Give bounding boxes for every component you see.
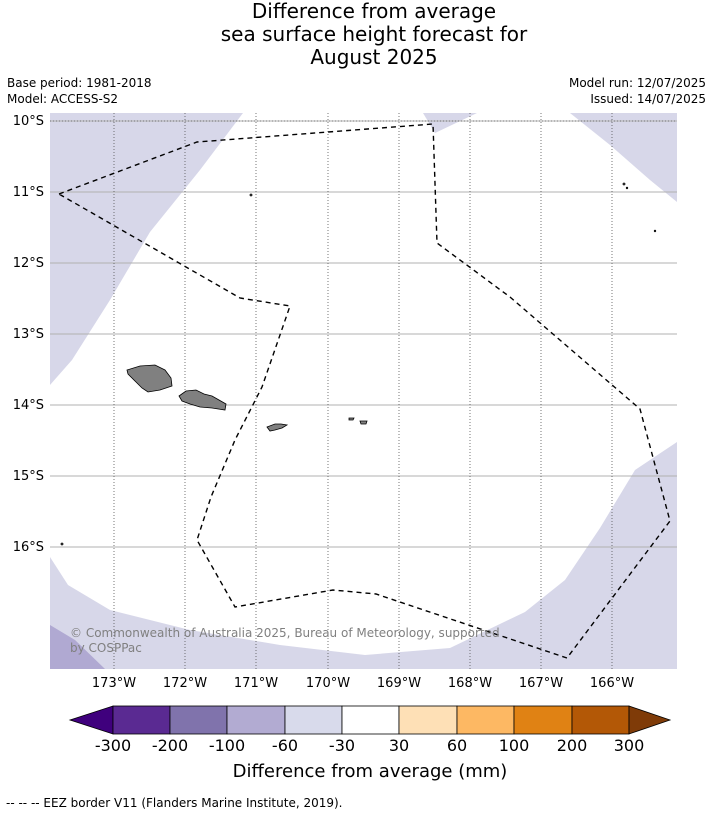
- colorbar-segment: [169, 705, 228, 735]
- colorbar-tick: -300: [95, 736, 131, 755]
- islet-tokelau-3: [653, 229, 657, 233]
- lon-label: 173°W: [92, 676, 136, 691]
- colorbar-tick: 200: [557, 736, 588, 755]
- chart-title: Difference from average sea surface heig…: [0, 0, 713, 69]
- island-tutuila: [266, 423, 289, 432]
- model-run: Model run: 12/07/2025: [568, 76, 706, 90]
- lat-label: 11°S: [13, 185, 44, 200]
- lat-label: 16°S: [13, 540, 44, 555]
- island-savaii: [126, 364, 173, 393]
- lon-label: 172°W: [163, 676, 207, 691]
- issued-date: Issued: 14/07/2025: [590, 92, 706, 106]
- anomaly-region-southwest-strong: [50, 625, 105, 669]
- colorbar-tick: 100: [499, 736, 530, 755]
- lat-axis-labels: 10°S 11°S 12°S 13°S 14°S 15°S 16°S: [13, 114, 44, 555]
- colorbar-segment: [513, 705, 573, 735]
- colorbar-tick: 300: [614, 736, 645, 755]
- copyright-notice: © Commonwealth of Australia 2025, Bureau…: [70, 626, 500, 655]
- lat-label: 15°S: [13, 469, 44, 484]
- lat-label: 13°S: [13, 327, 44, 342]
- land-masses: [60, 182, 657, 546]
- colorbar-segment: [456, 705, 515, 735]
- eez-footnote: -- -- -- EEZ border V11 (Flanders Marine…: [6, 796, 343, 810]
- colorbar-segment: [341, 705, 400, 735]
- islet-tokelau-1: [622, 182, 626, 186]
- meta-left: Base period: 1981-2018 Model: ACCESS-S2: [7, 75, 152, 107]
- colorbar-segment: [571, 705, 630, 735]
- island-ofu: [348, 417, 355, 421]
- title-line-1: Difference from average: [251, 0, 497, 23]
- colorbar-ticks: -300 -200 -100 -60 -30 30 60 100 200 300: [95, 736, 644, 755]
- title-line-2: sea surface height forecast for: [220, 22, 528, 46]
- lon-axis-labels: 173°W 172°W 171°W 170°W 169°W 168°W 167°…: [92, 676, 634, 691]
- colorbar-tick: 60: [447, 736, 467, 755]
- islet-north: [249, 193, 253, 197]
- map: 10°S 11°S 12°S 13°S 14°S 15°S 16°S 173°W…: [13, 113, 677, 691]
- islet-southwest: [60, 542, 64, 546]
- model-name: Model: ACCESS-S2: [7, 92, 119, 106]
- meta-right: Model run: 12/07/2025 Issued: 14/07/2025: [569, 75, 706, 107]
- islet-tokelau-2: [625, 186, 629, 190]
- anomaly-region-northeast: [570, 113, 677, 202]
- island-tau: [359, 420, 368, 425]
- colorbar-label: Difference from average (mm): [232, 761, 508, 782]
- colorbar-extend-low: [68, 705, 114, 735]
- colorbar-tick: -100: [209, 736, 245, 755]
- lon-label: 167°W: [519, 676, 563, 691]
- colorbar-segment: [226, 705, 286, 735]
- title-line-3: August 2025: [310, 45, 438, 69]
- lon-label: 169°W: [377, 676, 421, 691]
- anomaly-region-northwest: [50, 113, 243, 385]
- colorbar-tick: -30: [329, 736, 355, 755]
- lat-label: 12°S: [13, 256, 44, 271]
- lon-label: 171°W: [234, 676, 278, 691]
- lat-label: 14°S: [13, 398, 44, 413]
- anomaly-region-south: [50, 442, 677, 669]
- colorbar-segments: [68, 705, 672, 735]
- colorbar-tick: -200: [152, 736, 188, 755]
- colorbar-segment: [112, 705, 171, 735]
- colorbar-segment: [284, 705, 343, 735]
- colorbar-tick: -60: [272, 736, 298, 755]
- colorbar-segment: [398, 705, 458, 735]
- lon-label: 166°W: [590, 676, 634, 691]
- base-period: Base period: 1981-2018: [7, 76, 152, 90]
- colorbar-tick: 30: [389, 736, 409, 755]
- lon-label: 168°W: [448, 676, 492, 691]
- lon-label: 170°W: [306, 676, 350, 691]
- anomaly-region-north: [423, 113, 477, 133]
- colorbar-extend-high: [628, 705, 672, 735]
- lat-label: 10°S: [13, 114, 44, 129]
- island-upolu: [178, 389, 227, 411]
